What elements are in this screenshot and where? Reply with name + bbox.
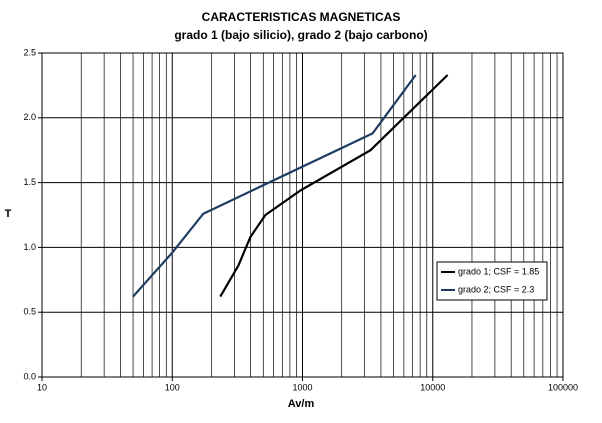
x-tick-label: 1000	[292, 382, 312, 392]
y-axis-label: T	[5, 208, 12, 220]
y-tick-label: 2.5	[23, 47, 36, 57]
chart-title: CARACTERISTICAS MAGNETICAS	[202, 10, 401, 24]
y-tick-label: 0.0	[23, 371, 36, 381]
y-tick-label: 0.5	[23, 307, 36, 317]
series-line	[219, 74, 449, 298]
x-tick-label: 100000	[548, 382, 578, 392]
x-tick-label: 10	[37, 382, 47, 392]
chart-subtitle: grado 1 (bajo silicio), grado 2 (bajo ca…	[174, 28, 427, 42]
x-axis-label: Av/m	[288, 398, 315, 410]
series-line	[132, 74, 417, 298]
y-tick-label: 2.0	[23, 112, 36, 122]
legend-label: grado 2; CSF = 2.3	[458, 284, 534, 294]
legend-label: grado 1; CSF = 1.85	[458, 266, 539, 276]
y-tick-label: 1.0	[23, 242, 36, 252]
legend-box	[436, 261, 548, 301]
x-tick-label: 100	[165, 382, 180, 392]
x-tick-label: 10000	[420, 382, 445, 392]
y-tick-label: 1.5	[23, 177, 36, 187]
